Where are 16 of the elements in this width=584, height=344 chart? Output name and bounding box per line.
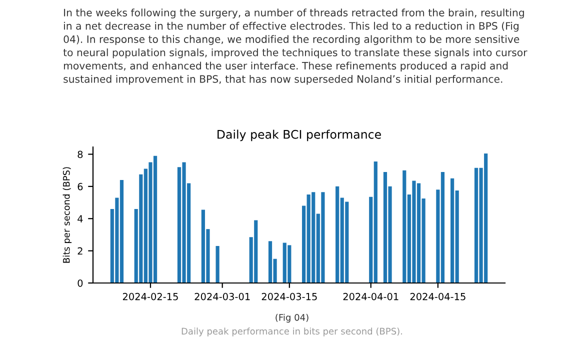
x-tick-label: 2024-03-01 — [194, 292, 250, 300]
x-tick-label: 2024-02-15 — [122, 292, 178, 300]
text: Daily peak performance in bits per second (BPS). — [182, 328, 402, 336]
y-tick-label: 2 — [78, 247, 82, 255]
text: (Fig 04) — [276, 314, 308, 323]
y-tick-label: 0 — [78, 279, 83, 287]
text: In the weeks following the surgery, a number of threads retracted from the brain, resulting in a net decrease in the number of effective electrodes. This led to a reduction in BPS (Fig 04). In response to this change, we modified the recording algorithm to be more sensitive to neural population signals, improved the techniques to translate these signals into cursor movements, and enhanced the user interface. These refinements produced a rapid and sustained improvement in BPS, that has now superseded Noland’s initial performance. — [63, 8, 528, 85]
chart-title: Daily peak BCI performance — [218, 130, 381, 142]
x-tick-label: 2024-03-15 — [262, 292, 317, 300]
y-tick-label: 8 — [78, 150, 83, 158]
x-tick-label: 2024-04-01 — [343, 292, 398, 300]
y-tick-label: 4 — [78, 215, 83, 222]
x-tick-label: 2024-04-15 — [410, 292, 466, 300]
y-tick-label: 6 — [78, 182, 83, 190]
bar — [216, 246, 220, 283]
y-axis-title: Bits per second (BPS) — [62, 167, 72, 263]
